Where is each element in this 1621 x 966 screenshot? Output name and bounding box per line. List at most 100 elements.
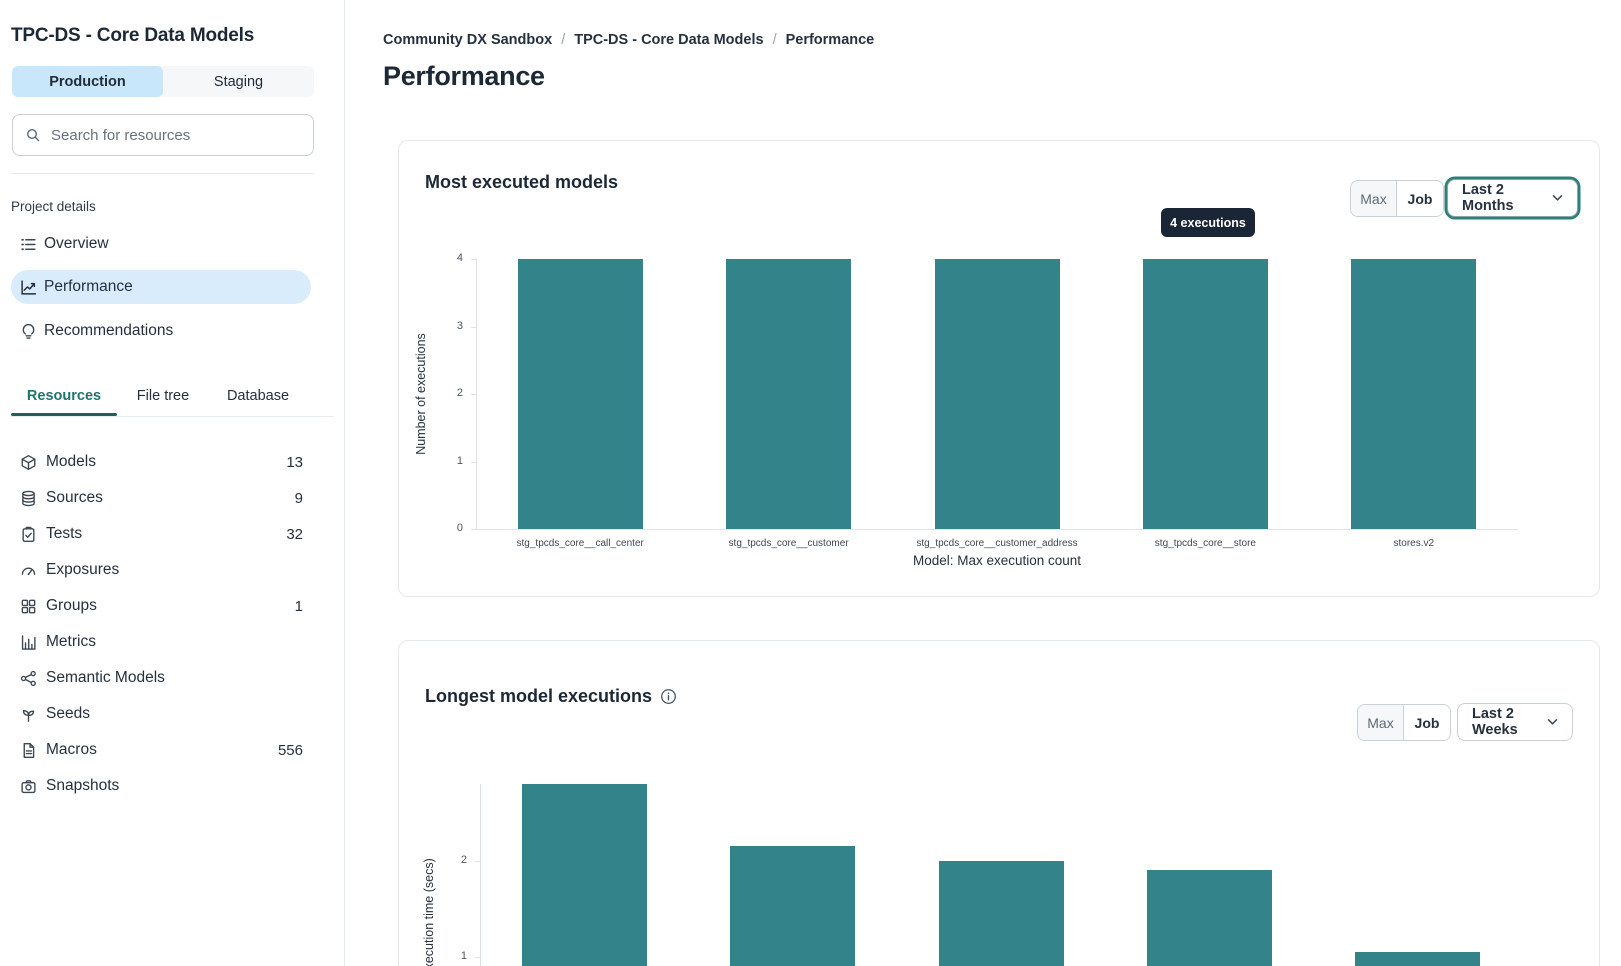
x-category-label: stg_tpcds_core__call_center [516, 538, 644, 549]
env-tab-staging[interactable]: Staging [163, 66, 314, 97]
bar[interactable] [938, 860, 1064, 966]
grid-icon [20, 598, 37, 615]
x-axis-line [476, 529, 1518, 530]
resource-label: Snapshots [46, 777, 120, 794]
sidebar-resource-metrics[interactable]: Metrics [11, 624, 313, 660]
bar[interactable] [726, 259, 852, 529]
sidebar-resource-models[interactable]: Models 13 [11, 444, 313, 480]
chart2-max-button[interactable]: Max [1358, 705, 1404, 740]
resource-label: Groups [46, 597, 97, 614]
chart-tooltip: 4 executions [1161, 208, 1255, 237]
y-tick-mark [471, 326, 476, 328]
breadcrumb-link-project[interactable]: TPC-DS - Core Data Models [574, 32, 764, 48]
breadcrumb-separator: / [772, 32, 777, 48]
database-icon [20, 490, 37, 507]
tab-file-tree-label: File tree [136, 388, 190, 404]
resource-label: Models [46, 453, 96, 470]
resource-label: Sources [46, 489, 103, 506]
env-tab-staging-label: Staging [213, 73, 264, 90]
bar[interactable] [1146, 870, 1272, 966]
y-tick-label: 1 [460, 949, 467, 962]
y-tick-mark [471, 529, 476, 530]
breadcrumb: Community DX Sandbox / TPC-DS - Core Dat… [383, 32, 874, 48]
search-input[interactable] [51, 126, 301, 144]
tab-database[interactable]: Database [215, 388, 301, 404]
sidebar-resource-semantic-models[interactable]: Semantic Models [11, 660, 313, 696]
sidebar-resource-tests[interactable]: Tests 32 [11, 516, 313, 552]
resource-label: Exposures [46, 561, 120, 578]
x-axis-caption: Model: Max execution count [912, 553, 1082, 568]
resource-count: 9 [294, 489, 303, 507]
sidebar-resource-macros[interactable]: Macros 556 [11, 732, 313, 768]
sidebar-item-label: Recommendations [44, 322, 174, 339]
sidebar-resource-snapshots[interactable]: Snapshots [11, 768, 313, 804]
chart1-title: Most executed models [425, 172, 618, 193]
camera-icon [20, 778, 37, 795]
bar[interactable] [521, 784, 647, 966]
sidebar-resource-seeds[interactable]: Seeds [11, 696, 313, 732]
x-category-label: stg_tpcds_core__customer_address [916, 538, 1078, 549]
tab-file-tree[interactable]: File tree [127, 388, 199, 404]
page-title: Performance [383, 61, 545, 91]
breadcrumb-link-account[interactable]: Community DX Sandbox [383, 32, 553, 48]
x-category-label: stores.v2 [1393, 538, 1435, 549]
tab-baseline [11, 416, 334, 417]
sidebar-resource-groups[interactable]: Groups 1 [11, 588, 313, 624]
env-tab-production[interactable]: Production [12, 66, 163, 97]
chart1-date-range-select[interactable]: Last 2 Months [1447, 179, 1578, 217]
tab-resources[interactable]: Resources [11, 388, 117, 404]
bar[interactable] [730, 846, 856, 966]
search-icon [25, 127, 41, 143]
bar[interactable] [1351, 259, 1477, 529]
line-chart-icon [20, 279, 37, 296]
chart2-date-range-value: Last 2 Weeks [1472, 706, 1518, 738]
chart2-title-text: Longest model executions [425, 686, 653, 706]
y-axis-label: Execution time (secs) [422, 858, 436, 966]
sidebar-item-label: Overview [44, 235, 109, 252]
project-details-label: Project details [11, 199, 96, 214]
sidebar-item-recommendations[interactable]: Recommendations [11, 314, 311, 348]
chart2-job-button[interactable]: Job [1404, 705, 1450, 740]
project-title: TPC-DS - Core Data Models [11, 25, 255, 46]
y-axis-line [476, 259, 477, 529]
file-text-icon [20, 742, 37, 759]
bar[interactable] [1142, 259, 1268, 529]
resource-search[interactable] [12, 114, 314, 156]
y-axis-label: Number of executions [414, 333, 428, 455]
info-icon[interactable] [660, 688, 677, 705]
list-icon [20, 236, 37, 253]
chart1-job-button[interactable]: Job [1397, 181, 1443, 216]
bar-chart-icon [20, 634, 37, 651]
sidebar-item-label: Performance [44, 278, 133, 295]
tab-database-label: Database [226, 388, 290, 404]
bar[interactable] [934, 259, 1060, 529]
sidebar-resource-exposures[interactable]: Exposures [11, 552, 313, 588]
resource-label: Tests [46, 525, 83, 542]
sidebar-item-performance[interactable]: Performance [11, 270, 311, 304]
clipboard-check-icon [20, 526, 37, 543]
y-tick-mark [475, 860, 480, 862]
y-tick-mark [471, 259, 476, 260]
bar[interactable] [517, 259, 643, 529]
environment-toggle: Production Staging [12, 66, 314, 97]
lightbulb-icon [20, 323, 37, 340]
resource-count: 32 [286, 525, 303, 543]
resource-label: Metrics [46, 633, 96, 650]
x-category-label: stg_tpcds_core__store [1154, 538, 1256, 549]
resource-count: 556 [277, 741, 303, 759]
chart1-max-button[interactable]: Max [1351, 181, 1397, 216]
chevron-down-icon [1552, 194, 1563, 202]
network-icon [20, 670, 37, 687]
y-tick-label: 4 [456, 252, 463, 264]
chart2-date-range-select[interactable]: Last 2 Weeks [1457, 703, 1573, 741]
bar[interactable] [1355, 952, 1481, 966]
cube-icon [20, 454, 37, 471]
sidebar-item-overview[interactable]: Overview [11, 227, 311, 261]
sidebar-resource-sources[interactable]: Sources 9 [11, 480, 313, 516]
y-tick-label: 2 [460, 853, 467, 866]
y-tick-mark [475, 956, 480, 958]
y-tick-label: 2 [456, 387, 463, 399]
resource-count: 1 [294, 597, 303, 615]
y-tick-label: 0 [456, 522, 463, 534]
